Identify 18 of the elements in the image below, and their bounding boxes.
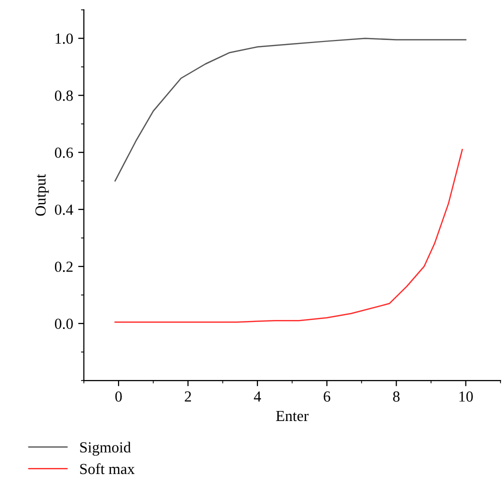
y-tick-label: 0.4 (54, 204, 74, 215)
legend-label: Sigmoid (80, 442, 131, 456)
x-tick-label: 0 (115, 391, 122, 402)
x-tick-label: 6 (324, 391, 330, 402)
y-tick-label: 0.2 (54, 262, 73, 272)
line-series (114, 38, 466, 182)
line-series (114, 148, 463, 323)
x-tick-label: 8 (393, 391, 400, 402)
x-axis-title: Enter (276, 410, 309, 422)
y-tick-label: 0.6 (54, 148, 73, 158)
x-tick-label: 10 (459, 391, 473, 402)
legend-label: Soft max (80, 463, 135, 474)
y-axis-title: Output (35, 174, 49, 216)
y-tick-label: 0.0 (54, 318, 73, 330)
y-tick-label: 1.0 (56, 33, 73, 44)
x-tick-label: 2 (184, 391, 191, 402)
x-tick-label: 4 (254, 391, 262, 402)
y-tick-label: 0.8 (54, 90, 73, 101)
